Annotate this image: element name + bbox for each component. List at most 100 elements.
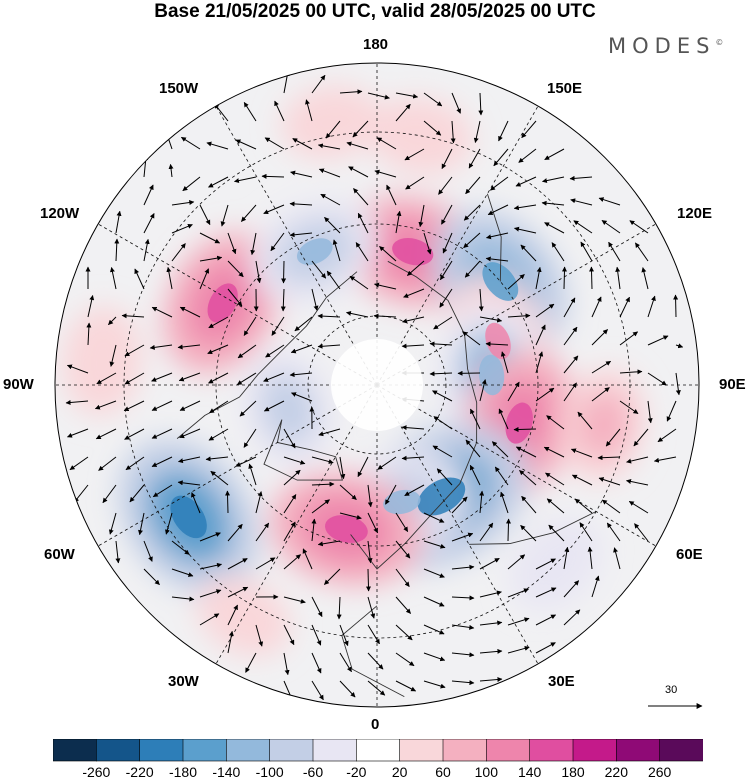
wind-vector [243,428,257,448]
anomaly-core [324,515,368,543]
colorbar-swatch [529,739,574,762]
wind-vector [121,313,145,319]
wind-vector [250,232,257,256]
wind-vector [498,120,509,142]
wind-vector [395,596,411,614]
wind-vector [546,415,565,430]
wind-vector [436,468,453,486]
reference-vector-arrow [648,703,703,709]
wind-vector [442,232,453,254]
wind-vector [283,494,297,514]
wind-vector [571,474,593,486]
coastline [468,511,597,545]
wind-vector [143,238,150,262]
wind-vector [429,341,453,347]
wind-vector [367,512,379,534]
wind-vector [178,456,201,464]
wind-vector [535,587,557,598]
wind-vector [199,232,221,244]
wind-vector [191,492,201,514]
map-boundary [54,62,700,708]
wind-vector [569,175,593,181]
wind-vector [151,372,173,382]
wind-vector [507,313,531,319]
wind-vector [374,169,397,178]
wind-vector [451,652,475,658]
wind-vector [239,400,257,417]
wind-vector [283,521,296,542]
wind-vector [423,596,445,607]
logo-text: MODES [608,34,716,58]
wind-vector [339,484,357,500]
wind-vector [423,540,446,549]
wind-vector [605,428,621,447]
wind-vector [451,532,474,542]
wind-vector [182,176,201,192]
colorbar-tick-label: 220 [604,764,629,780]
wind-vector [208,428,229,441]
wind-vector [87,295,95,318]
wind-vector [134,268,145,290]
wind-vector [647,400,653,424]
wind-vector [171,200,195,206]
wind-vector [206,141,229,150]
wind-vector [507,554,526,570]
wind-vector [124,372,145,385]
wind-vector [423,680,446,689]
wind-vector [171,568,194,577]
wind-vector [404,484,425,497]
wind-vector [311,499,330,514]
wind-vector [433,316,453,330]
colorbar-swatch [486,739,531,762]
wind-vector [318,168,341,178]
wind-vector [177,480,201,486]
wind-vector [108,316,117,326]
wind-vector [207,344,229,355]
wind-vector [401,425,425,431]
wind-vector [563,297,576,318]
wind-vector [619,296,630,318]
colorbar-swatch [312,739,357,762]
wind-vector [283,596,306,604]
colorbar-tick-label: -220 [125,764,154,780]
wind-vector [666,400,677,422]
wind-vector [199,532,221,542]
wind-vector [520,524,537,542]
wind-vector [151,400,173,411]
anomaly-core [392,237,434,266]
wind-vector [109,344,117,367]
wind-vector [357,456,369,478]
wind-vector [423,512,445,523]
wind-vector [395,624,413,641]
wind-vector [373,313,397,319]
pole-area [331,339,423,431]
wind-vector [548,524,565,542]
wind-vector [214,103,229,122]
wind-vector [124,428,145,440]
wind-vector [462,331,481,346]
wind-vector [521,120,537,139]
wind-vector [271,316,285,336]
colorbar-swatch [442,739,487,762]
wind-vector [264,137,285,150]
wind-vector [220,204,229,227]
wind-vector [227,232,237,255]
longitude-label-0: 0 [371,716,380,733]
wind-vector [283,456,306,465]
wind-vector [289,232,313,238]
longitude-label-180: 180 [363,36,389,53]
wind-vector [441,148,453,170]
colorbar-tick-label: -20 [346,764,367,780]
wind-vector [385,484,397,505]
wind-vector [451,595,475,601]
wind-vector [613,547,621,570]
wind-vector [479,620,503,626]
wind-vector [521,495,537,514]
wind-vector [171,596,195,602]
wind-vector [628,500,649,514]
wind-vector [367,624,380,645]
wind-vector [518,148,537,163]
wind-vector [633,428,649,447]
wind-vector [66,364,89,374]
wind-vector [227,558,248,570]
